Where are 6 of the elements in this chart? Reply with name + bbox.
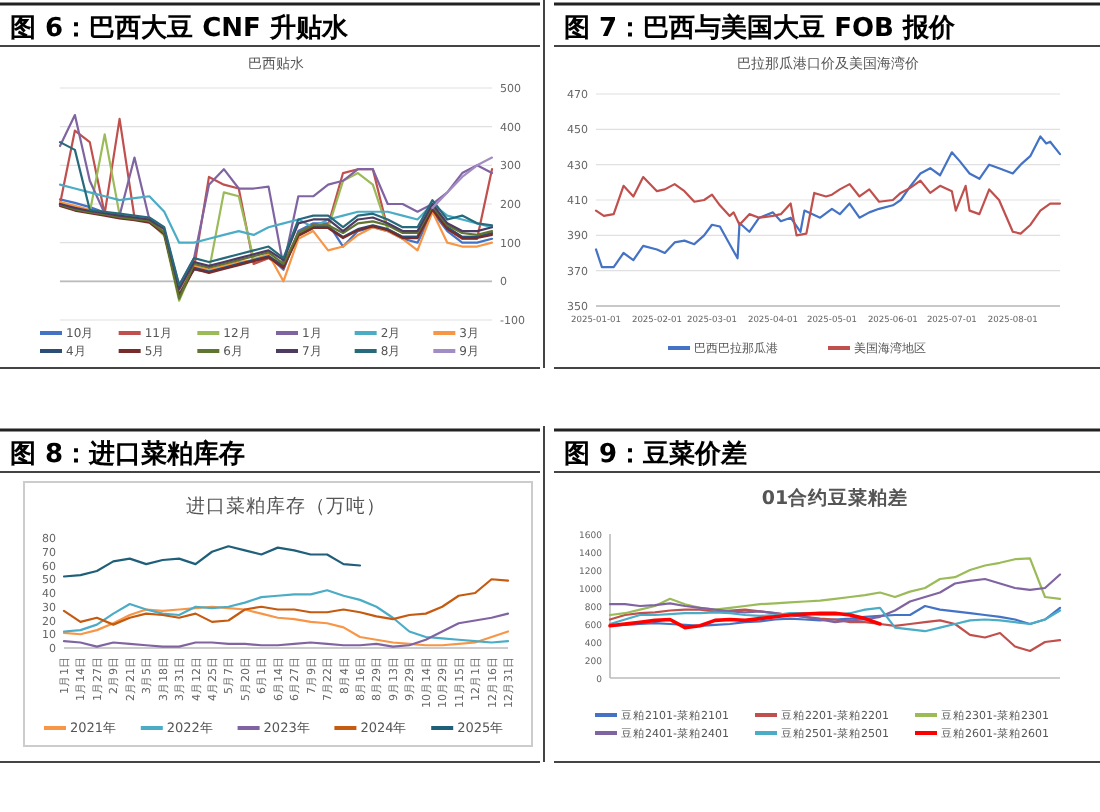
chart-title: 图 8：进口菜粕库存 (10, 438, 246, 470)
chart-title: 图 7：巴西与美国大豆 FOB 报价 (564, 12, 957, 44)
chart-title: 图 6：巴西大豆 CNF 升贴水 (10, 12, 350, 44)
chart-subtitle: 01合约豆菜粕差 (761, 486, 909, 510)
chart-subtitle: 进口菜粕库存（万吨） (186, 494, 386, 518)
chart-title: 图 9：豆菜价差 (564, 440, 748, 470)
